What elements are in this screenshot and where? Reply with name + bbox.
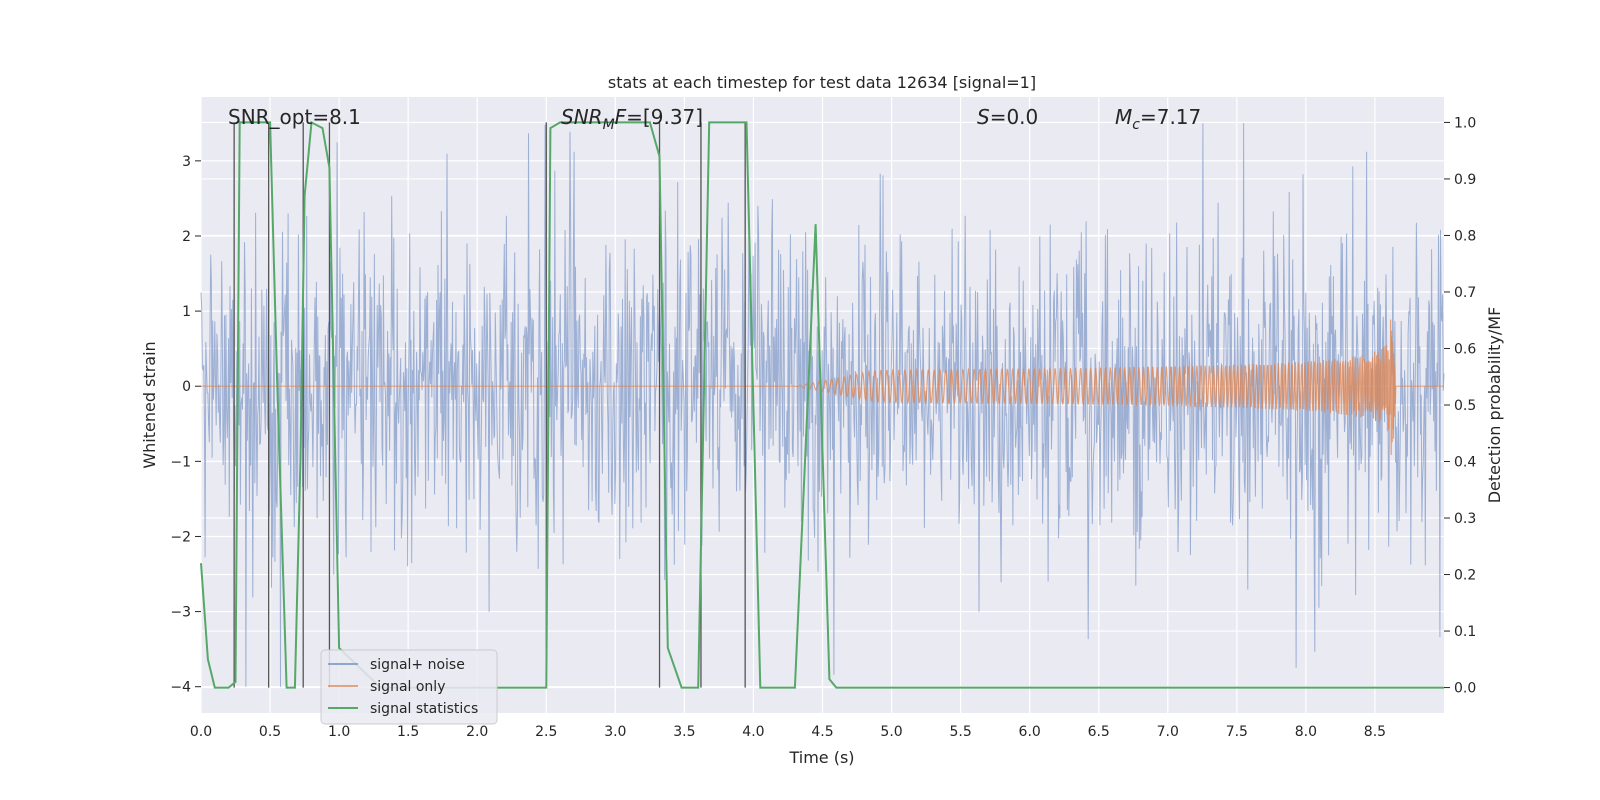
- annotation-snr-opt: SNR_opt=8.1: [228, 105, 361, 129]
- y-tick-label-right: 0.8: [1454, 228, 1476, 244]
- y-tick-label-right: 0.1: [1454, 624, 1476, 640]
- annotation-snr-mf-value: =[9.37]: [626, 105, 703, 129]
- y-tick-label-right: 0.4: [1454, 455, 1476, 471]
- y-tick-label-left: 3: [182, 154, 191, 170]
- y-tick-label-right: 0.9: [1454, 172, 1476, 188]
- x-tick-label: 4.5: [811, 724, 833, 740]
- y-tick-label-right: 0.5: [1454, 398, 1476, 414]
- legend-label-stats: signal statistics: [370, 701, 478, 717]
- y-axis-right-label: Detection probability/MF: [1485, 307, 1504, 504]
- legend: signal+ noise signal only signal statist…: [320, 649, 498, 725]
- x-tick-label: 7.0: [1157, 724, 1179, 740]
- x-tick-label: 5.0: [880, 724, 902, 740]
- x-tick-label: 2.5: [535, 724, 557, 740]
- x-tick-label: 4.0: [742, 724, 764, 740]
- x-tick-label: 6.5: [1088, 724, 1110, 740]
- y-tick-label-right: 0.2: [1454, 568, 1476, 584]
- annotation-mc-symbol: M: [1115, 105, 1132, 129]
- x-tick-label: 0.0: [190, 724, 212, 740]
- signal-only-series: [201, 319, 1444, 455]
- y-tick-label-left: 0: [182, 379, 191, 395]
- y-tick-label-right: 1.0: [1454, 115, 1476, 131]
- x-tick-label: 7.5: [1226, 724, 1248, 740]
- y-tick-label-left: 2: [182, 229, 191, 245]
- y-axis-right-ticks: 1.0 0.9 0.8 0.7 0.6 0.5 0.4 0.3 0.2 0.1 0.0: [1444, 115, 1476, 697]
- x-tick-label: 8.0: [1295, 724, 1317, 740]
- legend-label-signal: signal only: [370, 679, 445, 695]
- annotation-snr-mf: SNRMF=[9.37]: [561, 105, 703, 133]
- x-tick-label: 2.0: [466, 724, 488, 740]
- y-tick-label-left: −2: [170, 529, 191, 545]
- y-tick-label-left: 1: [182, 304, 191, 320]
- y-tick-label-right: 0.7: [1454, 285, 1476, 301]
- annotation-snr-mf-symbol2: F: [615, 105, 627, 129]
- x-tick-label: 0.5: [259, 724, 281, 740]
- y-tick-label-right: 0.6: [1454, 341, 1476, 357]
- annotation-s-value: =0.0: [990, 105, 1039, 129]
- annotation-snr-mf-sub: M: [603, 117, 615, 133]
- x-axis-ticks: 0.0 0.5 1.0 1.5 2.0 2.5 3.0 3.5 4.0 4.5 5.0 5.5 6.0 6…: [190, 724, 1386, 740]
- x-tick-label: 3.5: [673, 724, 695, 740]
- y-tick-label-left: −4: [170, 680, 191, 696]
- x-tick-label: 3.0: [604, 724, 626, 740]
- y-tick-label-right: 0.3: [1454, 511, 1476, 527]
- legend-box: [320, 649, 498, 725]
- y-tick-label-right: 0.0: [1454, 681, 1476, 697]
- x-tick-label: 5.5: [949, 724, 971, 740]
- y-tick-label-left: −3: [170, 605, 191, 621]
- annotation-mc-value: =7.17: [1140, 105, 1201, 129]
- x-axis-label: Time (s): [788, 748, 854, 767]
- chart-title: stats at each timestep for test data 126…: [608, 73, 1036, 92]
- annotation-snr-mf-symbol: SNR: [561, 105, 603, 129]
- x-tick-label: 1.5: [397, 724, 419, 740]
- y-axis-left-label: Whitened strain: [140, 341, 159, 468]
- y-axis-left-ticks: 3 2 1 0 −1 −2 −3 −4: [170, 154, 201, 696]
- annotation-s-symbol: S: [977, 105, 990, 129]
- annotation-mc: Mc=7.17: [1115, 105, 1201, 133]
- x-tick-label: 1.0: [328, 724, 350, 740]
- x-tick-label: 8.5: [1364, 724, 1386, 740]
- y-tick-label-left: −1: [170, 454, 191, 470]
- annotation-mc-sub: c: [1132, 117, 1140, 133]
- annotation-s: S=0.0: [977, 105, 1038, 129]
- legend-label-noise: signal+ noise: [370, 657, 465, 673]
- series-line-signal-only: [201, 319, 1444, 455]
- x-tick-label: 6.0: [1019, 724, 1041, 740]
